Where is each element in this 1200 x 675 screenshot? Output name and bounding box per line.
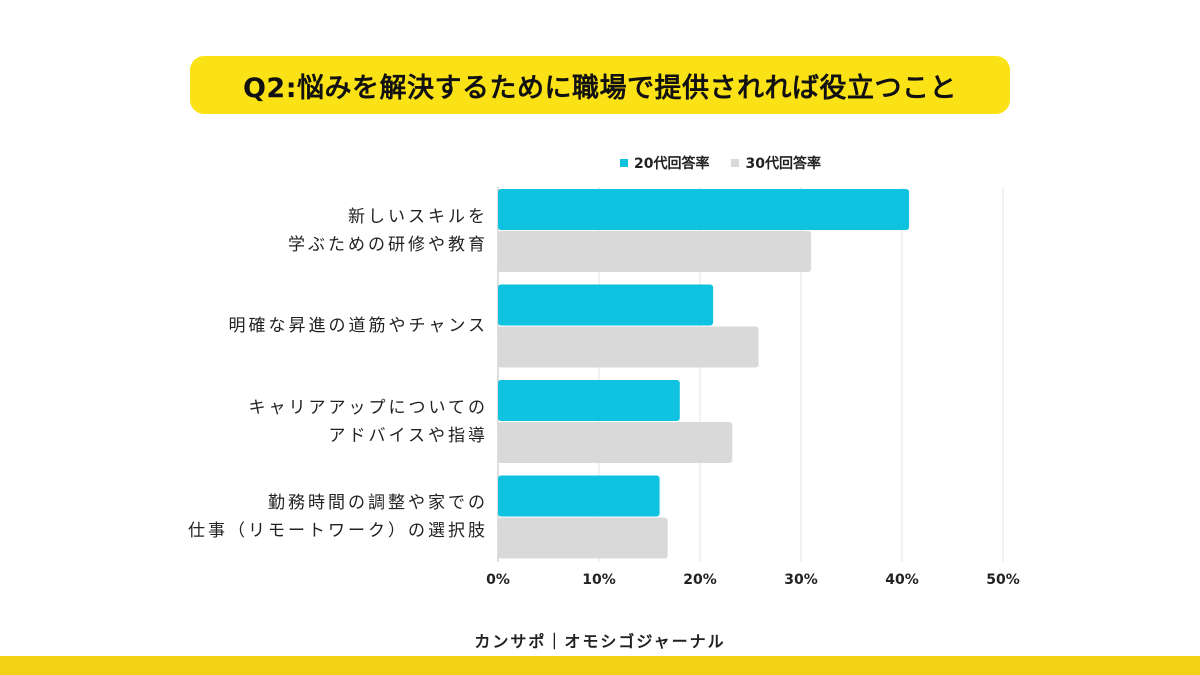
x-tick-label-0: 0% (486, 572, 510, 588)
legend-item-30s: 30代回答率 (731, 153, 821, 173)
legend-swatch-20s (620, 159, 628, 167)
category-label-3-line-1: 勤務時間の調整や家での (268, 493, 488, 513)
bar-30s-2 (498, 422, 733, 463)
bar-20s-2 (498, 380, 680, 421)
x-tick-label-1: 10% (582, 572, 616, 588)
category-label-0-line-1: 新しいスキルを (348, 206, 488, 227)
footer-bar (0, 656, 1200, 675)
category-label-1-line-1: 明確な昇進の道筋やチャンス (228, 316, 488, 336)
footer-credit: カンサポ｜オモシゴジャーナル (474, 632, 726, 651)
legend-label-30s: 30代回答率 (745, 156, 821, 172)
chart-title: Q2:悩みを解決するために職場で提供されれば役立つこと (242, 72, 958, 104)
legend: 20代回答率 30代回答率 (620, 153, 821, 173)
x-tick-label-5: 50% (986, 572, 1020, 588)
bar-20s-0 (498, 189, 910, 230)
legend-item-20s: 20代回答率 (620, 153, 709, 173)
legend-label-20s: 20代回答率 (634, 156, 710, 172)
bar-30s-1 (498, 326, 759, 368)
bar-20s-3 (498, 475, 660, 517)
x-tick-label-3: 30% (784, 572, 818, 588)
legend-swatch-30s (731, 159, 740, 167)
category-label-3: 勤務時間の調整や家での 仕事（リモートワーク）の選択肢 (128, 489, 488, 545)
x-tick-label-2: 20% (683, 572, 717, 588)
category-label-2-line-2: アドバイスや指導 (328, 425, 488, 446)
category-label-2: キャリアアップについての アドバイスや指導 (128, 394, 488, 450)
x-tick-label-4: 40% (885, 572, 919, 588)
category-label-3-line-2: 仕事（リモートワーク）の選択肢 (188, 521, 488, 541)
category-label-0: 新しいスキルを 学ぶための研修や教育 (128, 203, 488, 259)
bar-30s-3 (498, 517, 668, 559)
category-label-1: 明確な昇進の道筋やチャンス (128, 312, 488, 340)
category-label-2-line-1: キャリアアップについての (248, 397, 488, 418)
title-banner: Q2:悩みを解決するために職場で提供されれば役立つこと (190, 56, 1010, 114)
bar-20s-1 (498, 284, 714, 326)
bar-30s-0 (498, 231, 812, 272)
category-label-0-line-2: 学ぶための研修や教育 (288, 234, 488, 255)
